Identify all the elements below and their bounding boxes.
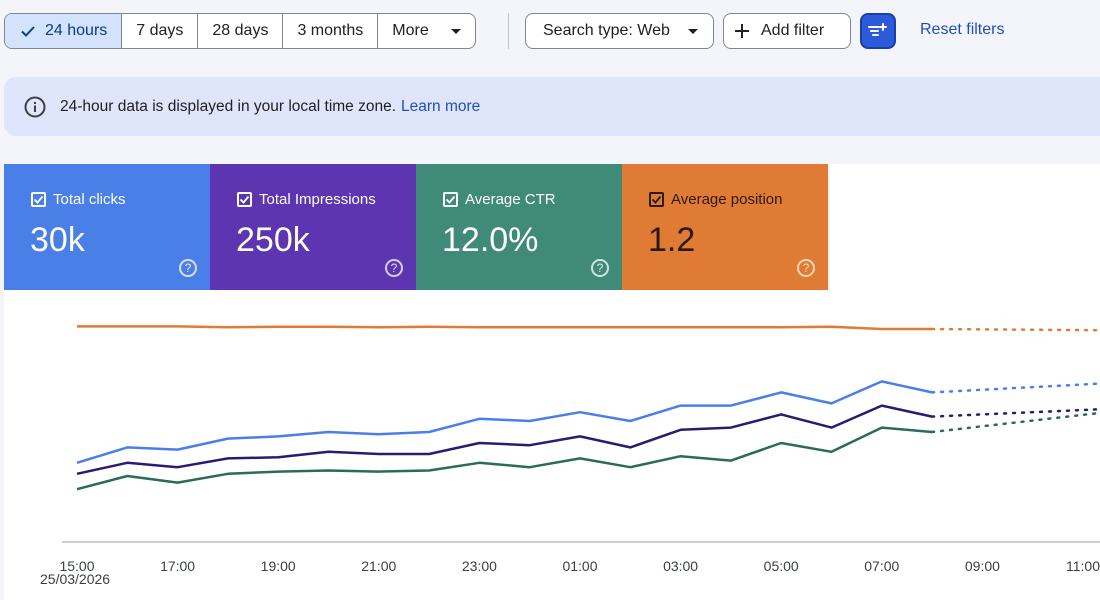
metric-card-average-position[interactable]: Average position 1.2 ? [622, 164, 828, 290]
add-filter-button[interactable]: Add filter [723, 13, 851, 49]
toolbar: 24 hours 7 days 28 days 3 months More Se… [0, 0, 1100, 62]
series-layer [76, 325, 1100, 491]
series-projection-0 [930, 327, 1100, 332]
search-type-label: Search type: Web [543, 22, 670, 39]
range-label: 28 days [212, 22, 269, 39]
metric-label: Total clicks [53, 191, 126, 208]
checkbox-icon[interactable] [237, 192, 252, 207]
x-tick-label: 17:00 [160, 558, 195, 574]
x-tick-label: 21:00 [361, 558, 396, 574]
help-icon[interactable]: ? [385, 259, 403, 277]
x-tick-label: 03:00 [663, 558, 698, 574]
metric-value: 250k [236, 221, 310, 259]
help-icon[interactable]: ? [797, 259, 815, 277]
metric-cards: Total clicks 30k ? Total Impressions 250… [4, 164, 828, 290]
metric-header: Average position [649, 191, 782, 208]
series-line-1 [76, 380, 933, 464]
banner-text: 24-hour data is displayed in your local … [60, 97, 397, 115]
metric-header: Total Impressions [237, 191, 376, 208]
metric-card-total-impressions[interactable]: Total Impressions 250k ? [210, 164, 416, 290]
x-tick-label: 07:00 [864, 558, 899, 574]
x-axis-date: 25/03/2026 [40, 571, 110, 587]
metric-card-average-ctr[interactable]: Average CTR 12.0% ? [416, 164, 622, 290]
x-tick-label: 15:00 [59, 558, 94, 574]
series-line-3 [76, 426, 933, 491]
help-icon[interactable]: ? [591, 259, 609, 277]
info-icon [24, 96, 46, 117]
filter-list-button[interactable] [860, 13, 896, 49]
series-projection-1 [930, 382, 1100, 394]
dropdown-arrow-icon [687, 28, 698, 34]
x-tick-labels: 15:00 17:00 19:00 21:00 23:00 01:00 03:00 05:00… [59, 558, 1100, 574]
metric-value: 12.0% [442, 221, 539, 259]
metric-card-total-clicks[interactable]: Total clicks 30k ? [4, 164, 210, 290]
metric-header: Average CTR [443, 191, 556, 208]
metric-value: 1.2 [648, 221, 696, 259]
range-3-months[interactable]: 3 months [283, 14, 379, 48]
range-28-days[interactable]: 28 days [198, 14, 284, 48]
x-tick-label: 19:00 [261, 558, 296, 574]
toolbar-divider [508, 13, 509, 49]
range-label: 3 months [297, 22, 364, 39]
range-label: 24 hours [45, 22, 108, 39]
metric-label: Average position [671, 191, 783, 208]
info-banner: 24-hour data is displayed in your local … [4, 77, 1100, 136]
help-icon[interactable]: ? [179, 259, 197, 277]
series-line-0 [77, 325, 933, 331]
x-tick-label: 23:00 [462, 558, 497, 574]
range-more-dropdown[interactable]: More [378, 14, 474, 48]
metric-value: 30k [30, 221, 85, 259]
checkbox-icon[interactable] [31, 192, 46, 207]
range-label: 7 days [136, 22, 184, 39]
metric-header: Total clicks [31, 191, 126, 208]
x-tick-label: 09:00 [965, 558, 1000, 574]
check-icon [21, 26, 35, 37]
checkbox-icon[interactable] [649, 192, 664, 207]
range-24-hours[interactable]: 24 hours [5, 14, 123, 48]
plus-icon [735, 24, 749, 38]
add-filter-label: Add filter [761, 22, 825, 39]
range-7-days[interactable]: 7 days [122, 14, 199, 48]
checkbox-icon[interactable] [443, 192, 458, 207]
x-tick-label: 05:00 [764, 558, 799, 574]
reset-filters-link[interactable]: Reset filters [920, 21, 1005, 38]
x-tick-label: 11:00 [1066, 558, 1100, 574]
performance-chart [4, 290, 1100, 600]
more-label: More [392, 22, 429, 39]
date-range-selector: 24 hours 7 days 28 days 3 months More [4, 13, 476, 49]
metric-label: Total Impressions [259, 191, 376, 208]
learn-more-link[interactable]: Learn more [401, 97, 481, 115]
series-line-2 [76, 404, 933, 476]
dropdown-arrow-icon [450, 28, 461, 34]
filter-list-icon [868, 23, 887, 36]
metric-label: Average CTR [465, 191, 556, 208]
x-tick-label: 01:00 [562, 558, 597, 574]
chart-header-space [830, 164, 1100, 290]
series-projection-2 [930, 408, 1100, 418]
series-projection-3 [930, 411, 1100, 434]
search-type-dropdown[interactable]: Search type: Web [525, 13, 714, 49]
